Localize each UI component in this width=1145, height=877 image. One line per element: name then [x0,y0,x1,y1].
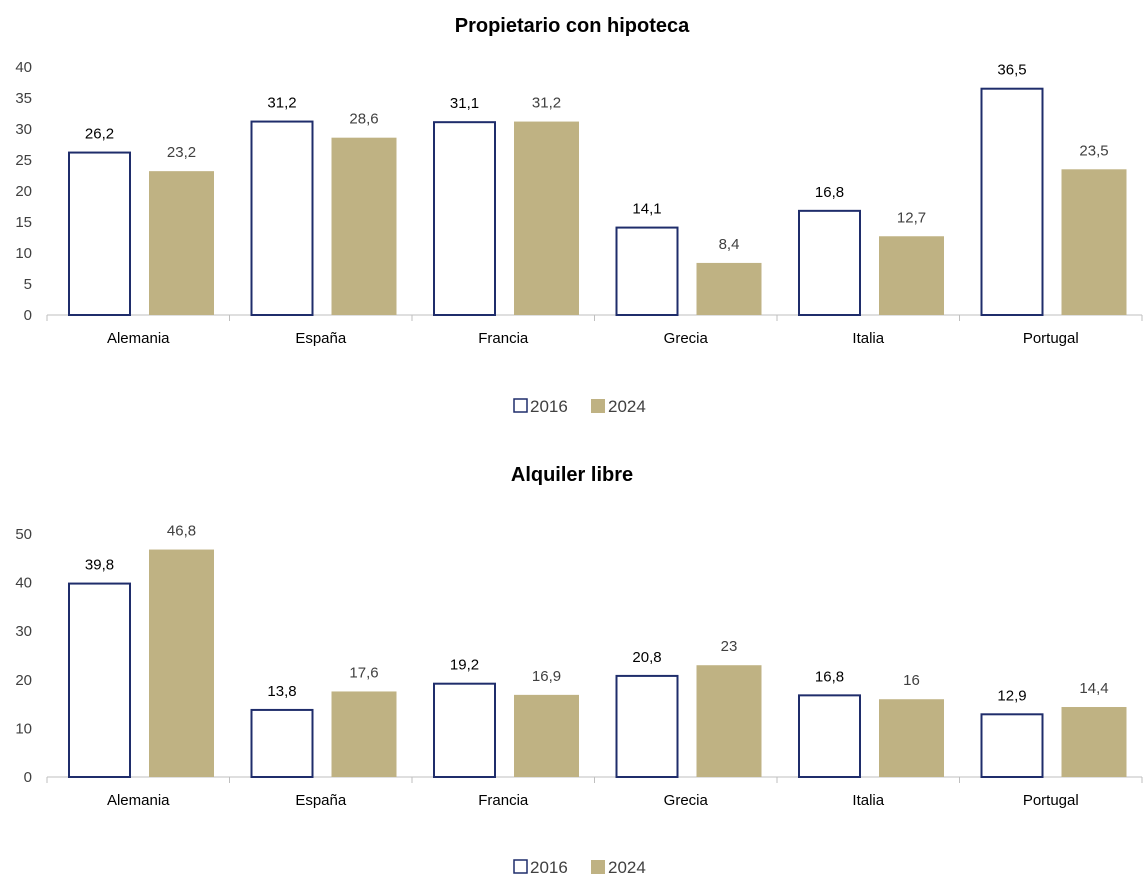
x-category-label: Alemania [107,792,170,809]
bar-2024 [696,665,762,777]
data-label-2024: 23,2 [167,144,196,161]
bar-2016 [798,209,861,316]
legend: 2016 2024 [513,858,646,877]
y-tick-label: 15 [15,214,32,231]
bar-2016 [615,226,679,316]
data-label-2024: 8,4 [719,236,740,253]
x-category-label: Grecia [664,792,709,809]
x-category-label: Portugal [1023,792,1079,809]
data-label-2024: 31,2 [532,95,561,112]
data-label-2016: 19,2 [450,657,479,674]
bar-2016 [433,121,496,317]
legend-swatch-2016 [513,859,528,874]
bar-2024 [149,549,214,777]
data-label-2016: 12,9 [997,687,1026,704]
data-label-2016: 36,5 [997,62,1026,79]
data-label-2024: 12,7 [897,209,926,226]
chart-title: Alquiler libre [511,464,633,486]
legend-swatch-2024 [591,399,605,413]
y-tick-label: 30 [15,121,32,138]
data-label-2016: 13,8 [267,683,296,700]
data-label-2016: 16,8 [815,668,844,685]
y-tick-label: 20 [15,672,32,689]
y-tick-label: 10 [15,245,32,262]
bar-2024 [331,137,397,315]
bar-2024 [149,171,214,315]
x-category-label: Francia [478,792,529,809]
bar-2024 [696,262,762,315]
bar-2016 [980,713,1044,778]
legend-swatch-2024 [591,860,605,874]
y-tick-label: 40 [15,575,32,592]
data-label-2016: 31,2 [267,95,296,112]
y-tick-label: 35 [15,90,32,107]
data-label-2024: 23 [721,638,738,655]
legend-swatch-2016 [513,398,528,413]
data-label-2024: 16,9 [532,668,561,685]
y-tick-label: 5 [24,276,32,293]
bar-2016 [433,682,496,778]
bar-2016 [68,582,131,778]
bar-2024 [331,691,397,777]
bar-2024 [514,121,579,315]
x-category-label: Alemania [107,330,170,347]
data-label-2024: 14,4 [1079,680,1108,697]
data-label-2016: 20,8 [632,649,661,666]
data-label-2016: 31,1 [450,95,479,112]
chart-alquiler-libre: Alquiler libre 0 10 20 30 40 50 39,8 46,8 Alemani… [15,464,1143,877]
bar-2024 [1061,707,1127,777]
y-tick-label: 0 [24,307,32,324]
legend-label-2024: 2024 [608,397,646,416]
bar-2016 [250,708,314,779]
legend-label-2024: 2024 [608,858,646,877]
x-category-label: Italia [852,792,884,809]
bar-2016 [615,674,679,778]
data-label-2024: 17,6 [349,664,378,681]
y-tick-label: 20 [15,183,32,200]
y-tick-label: 40 [15,59,32,76]
bar-2016 [798,694,861,779]
data-label-2024: 23,5 [1079,142,1108,159]
x-category-label: Italia [852,330,884,347]
data-label-2024: 46,8 [167,523,196,540]
legend-label-2016: 2016 [530,858,568,877]
bar-2024 [1061,169,1127,315]
data-label-2016: 14,1 [632,201,661,218]
bar-2016 [68,151,131,316]
bar-2024 [879,236,944,315]
data-label-2016: 39,8 [85,557,114,574]
bar-2024 [879,699,944,777]
bar-2016 [980,87,1044,316]
x-category-label: Portugal [1023,330,1079,347]
y-tick-label: 30 [15,623,32,640]
data-label-2016: 26,2 [85,126,114,143]
data-label-2016: 16,8 [815,184,844,201]
legend-label-2016: 2016 [530,397,568,416]
chart-title: Propietario con hipoteca [455,15,690,37]
data-label-2024: 16 [903,672,920,689]
y-tick-label: 0 [24,769,32,786]
x-category-label: España [295,792,347,809]
bar-2024 [514,694,579,777]
legend: 2016 2024 [513,397,646,416]
bar-2016 [250,120,314,316]
y-tick-label: 50 [15,526,32,543]
data-label-2024: 28,6 [349,111,378,128]
x-category-label: Francia [478,330,529,347]
chart-propietario-con-hipoteca: Propietario con hipoteca 0 5 10 15 20 25 30 35 40… [15,15,1143,416]
y-tick-label: 25 [15,152,32,169]
x-category-label: España [295,330,347,347]
x-category-label: Grecia [664,330,709,347]
y-tick-label: 10 [15,720,32,737]
